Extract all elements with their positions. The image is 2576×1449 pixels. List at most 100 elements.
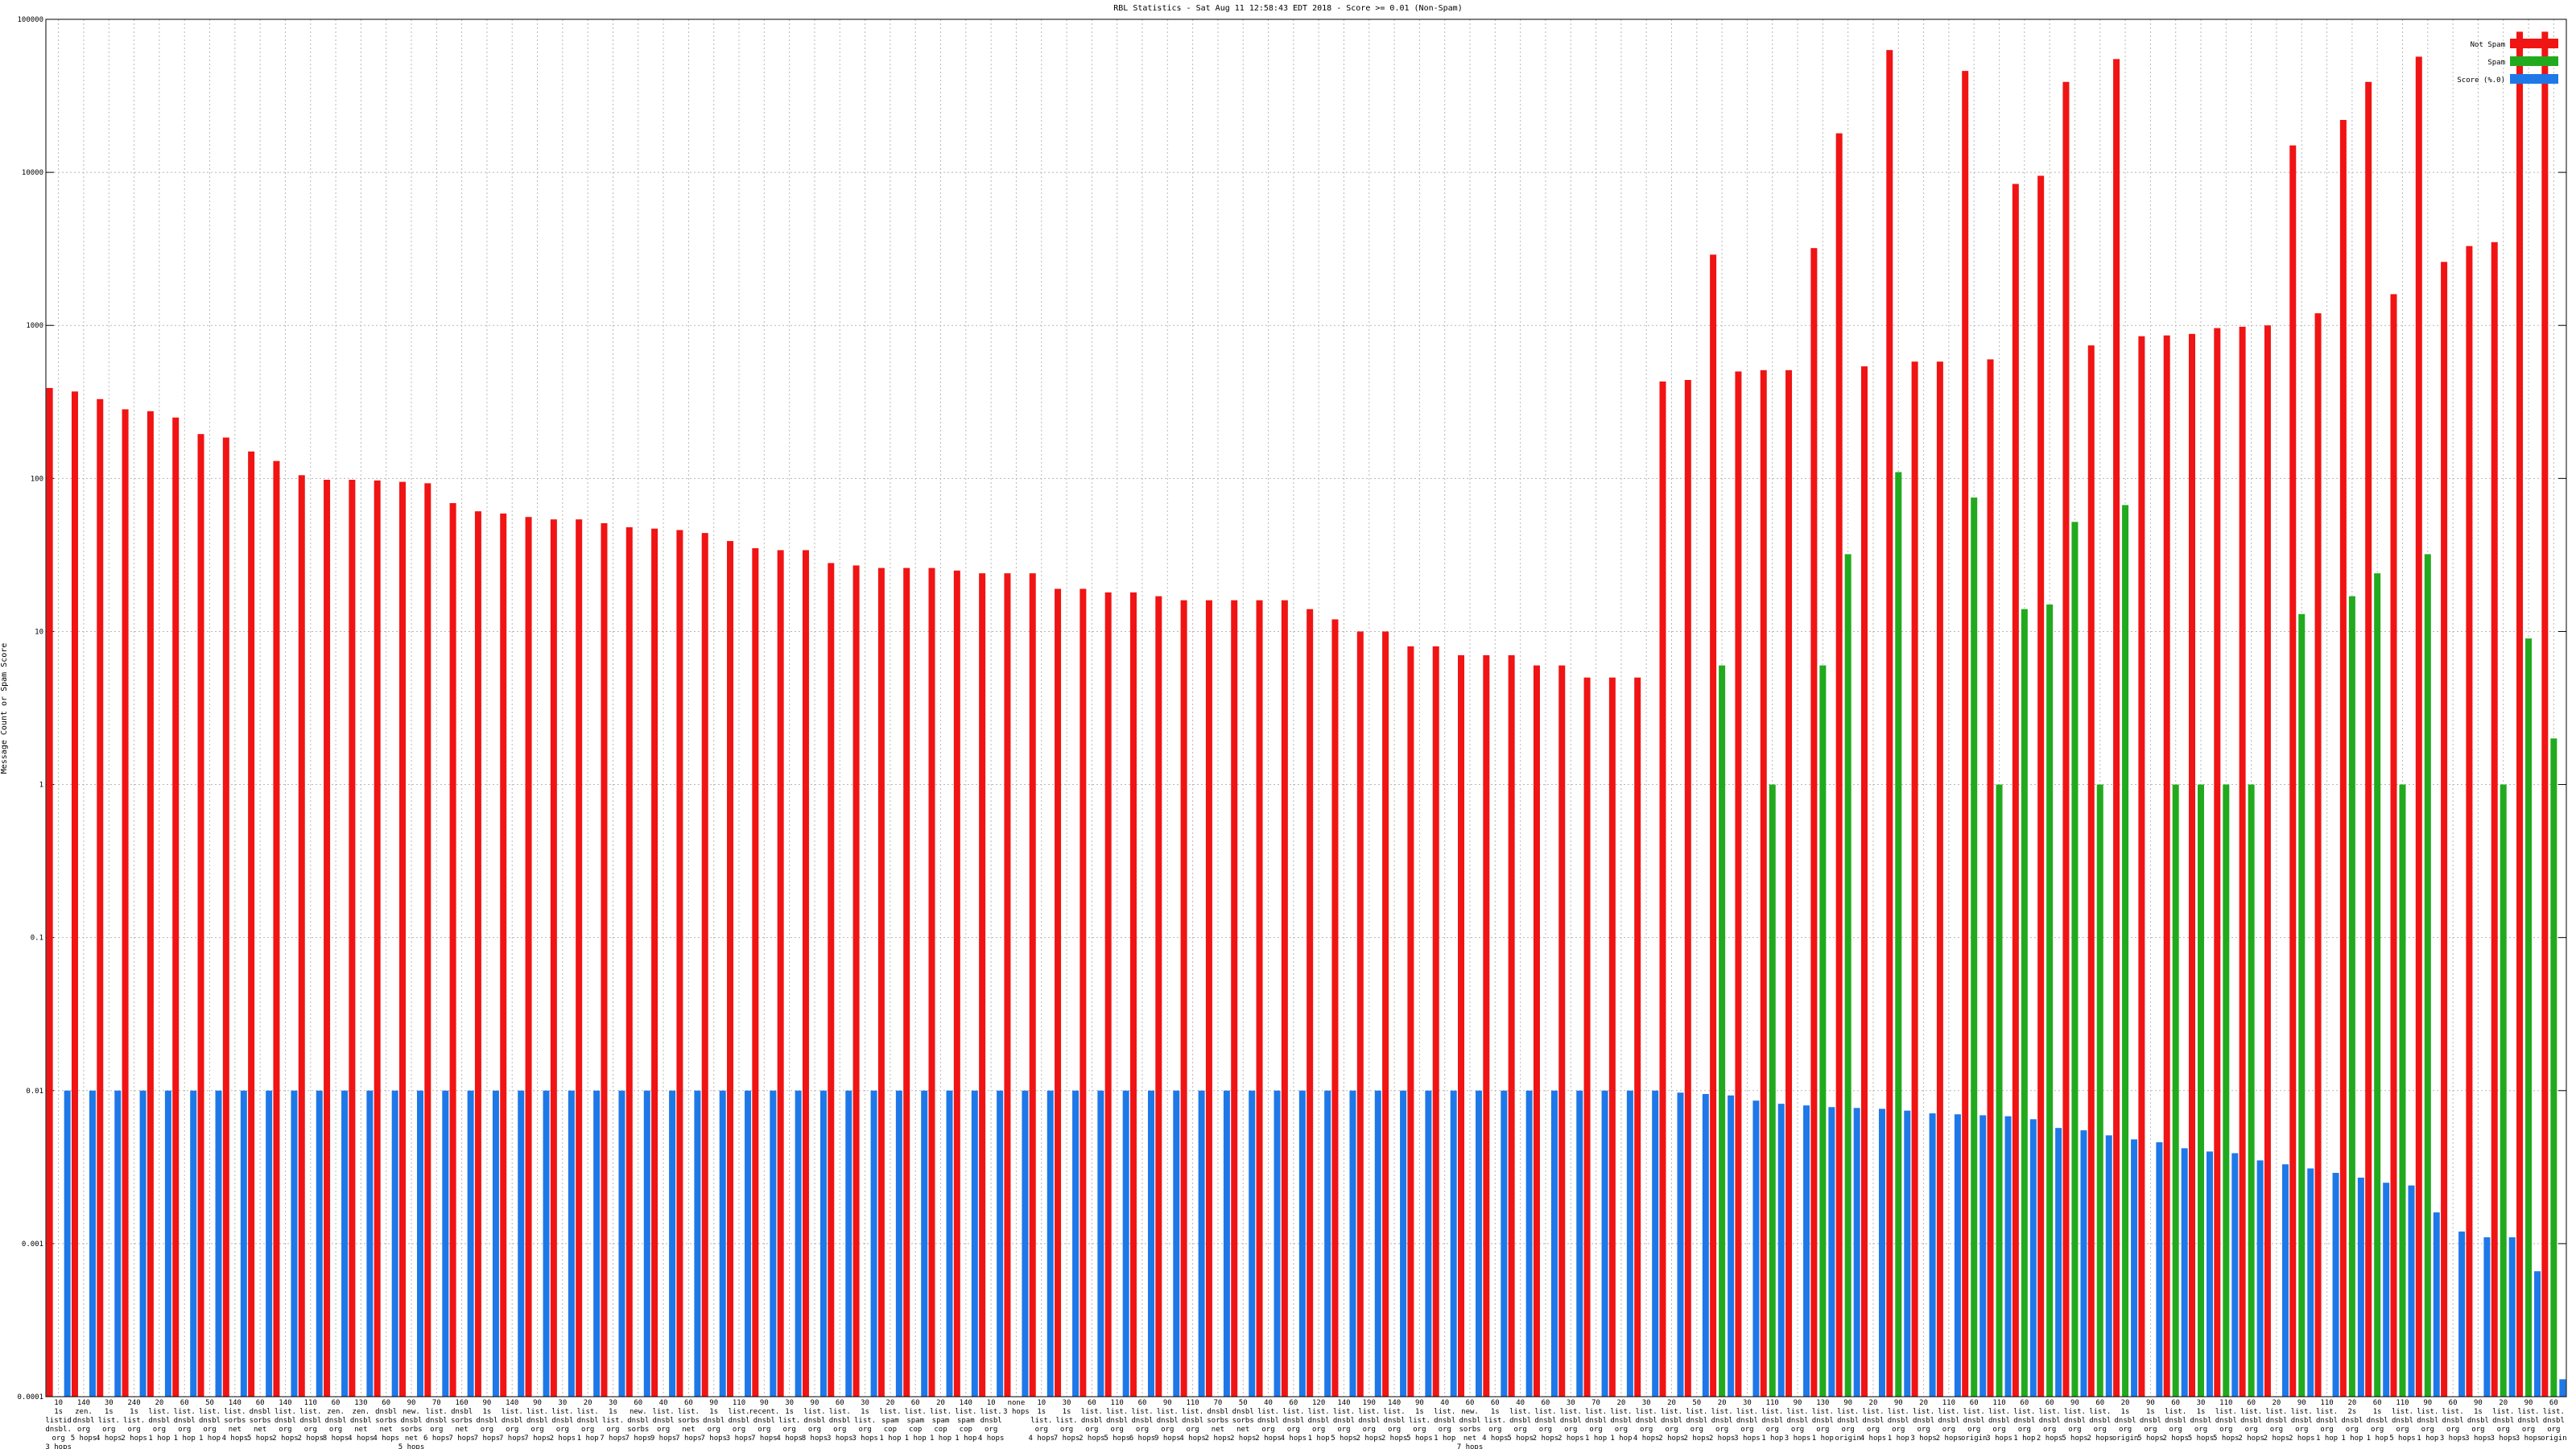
legend-swatch bbox=[2510, 56, 2558, 66]
x-tick-label-line: org bbox=[1942, 1426, 1955, 1434]
bar bbox=[1104, 592, 1112, 1397]
x-tick-label-line: 2 hops bbox=[1709, 1435, 1736, 1443]
x-tick-label-line: list. bbox=[299, 1408, 321, 1416]
x-tick-label-line: list. bbox=[1056, 1417, 1078, 1425]
bar bbox=[1710, 254, 1717, 1397]
x-tick-label-line: 3 hops bbox=[726, 1435, 753, 1443]
x-tick-label: 20 list. dnsbl org 4 hops bbox=[1860, 1399, 1887, 1443]
x-tick-label: 60 list. dnsbl org 2 hops bbox=[2037, 1399, 2063, 1443]
bar bbox=[2231, 1153, 2239, 1397]
x-tick-label-line: org bbox=[2068, 1426, 2081, 1434]
x-tick-label-line: list. bbox=[2543, 1408, 2565, 1416]
bar bbox=[1853, 1108, 1860, 1397]
x-tick-label-line: 20 bbox=[886, 1399, 894, 1407]
x-tick-label-line: dnsbl bbox=[1812, 1417, 1834, 1425]
x-tick-label-line: dnsbl bbox=[148, 1417, 170, 1425]
bar bbox=[719, 1090, 726, 1397]
bar bbox=[643, 1090, 650, 1397]
x-tick-label-line: dnsbl bbox=[2442, 1417, 2464, 1425]
x-tick-label-line: list. bbox=[1888, 1408, 1909, 1416]
bar bbox=[2357, 1177, 2364, 1397]
bar bbox=[1987, 359, 1994, 1397]
x-tick-label-line: org bbox=[2219, 1426, 2232, 1434]
x-tick-label-line: org bbox=[708, 1426, 720, 1434]
bar bbox=[576, 519, 583, 1397]
x-tick-label: 140 list. spam cop 1 hop bbox=[955, 1399, 976, 1443]
x-tick-label-line: 90 bbox=[1843, 1399, 1852, 1407]
x-tick-label: 20 list. dnsbl org 1 hop bbox=[1610, 1399, 1632, 1443]
bar bbox=[852, 565, 860, 1397]
x-tick-label-line: list. bbox=[2442, 1408, 2464, 1416]
x-tick-label-line: dnsbl bbox=[1509, 1417, 1531, 1425]
x-tick-label-line: 70 bbox=[432, 1399, 441, 1407]
x-tick-label-line: dnsbl bbox=[2316, 1417, 2338, 1425]
x-tick-label-line: 2 hops bbox=[1658, 1435, 1685, 1443]
x-tick-label: 40 list. dnsbl org 2 hops bbox=[1255, 1399, 1282, 1443]
x-tick-label: 140 list. dnsbl org 7 hops bbox=[499, 1399, 526, 1443]
x-tick-label-line: recent. bbox=[749, 1408, 779, 1416]
x-tick-label-line: org bbox=[1766, 1426, 1779, 1434]
x-tick-label-line: dnsbl bbox=[72, 1417, 94, 1425]
x-tick-label-line: 1 hop bbox=[1888, 1435, 1909, 1443]
bar bbox=[2248, 784, 2255, 1397]
bar bbox=[366, 1090, 374, 1397]
x-tick-label-line: spam bbox=[881, 1417, 899, 1425]
x-tick-label-line: 5 hops bbox=[2213, 1435, 2240, 1443]
x-tick-label-line: list. bbox=[1282, 1408, 1304, 1416]
bar bbox=[2156, 1141, 2163, 1397]
x-tick-label: 30 1s list. org 3 hops bbox=[852, 1399, 878, 1443]
x-tick-label-line: list. bbox=[728, 1408, 749, 1416]
x-tick-label: none 3 hops bbox=[1003, 1399, 1030, 1416]
x-tick-label: 20 2s dnsbl org 1 hop bbox=[2341, 1399, 2363, 1443]
bar bbox=[2314, 313, 2322, 1397]
x-tick-label-line: list. bbox=[526, 1408, 548, 1416]
bar bbox=[89, 1090, 96, 1397]
x-tick-label-line: 10 bbox=[54, 1399, 63, 1407]
bar bbox=[2298, 613, 2306, 1397]
bar bbox=[2550, 738, 2557, 1397]
bar bbox=[2408, 1185, 2415, 1397]
x-tick-label-line: org bbox=[1186, 1426, 1199, 1434]
x-tick-label-line: 20 bbox=[2347, 1399, 2356, 1407]
bar bbox=[2458, 1231, 2466, 1397]
x-tick-label-line: 90 bbox=[1794, 1399, 1802, 1407]
x-tick-label-line: 2 hops bbox=[2037, 1435, 2063, 1443]
x-tick-label-line: net bbox=[405, 1435, 418, 1443]
x-tick-label-line: 140 bbox=[229, 1399, 242, 1407]
x-tick-label-line: 4 hops bbox=[348, 1435, 374, 1443]
x-tick-label-line: dnsbl bbox=[1131, 1417, 1153, 1425]
bar bbox=[2037, 175, 2045, 1397]
x-tick-label-line: 30 bbox=[105, 1399, 114, 1407]
x-tick-label: 90 1s dnsbl org 3 hops bbox=[2465, 1399, 2491, 1443]
bar bbox=[398, 481, 406, 1397]
x-tick-label-line: 1s bbox=[54, 1408, 63, 1416]
bar bbox=[1231, 600, 1238, 1397]
x-tick-label-line: org bbox=[1564, 1426, 1577, 1434]
x-tick-label: 60 dnsbl sorbs net 4 hops bbox=[373, 1399, 399, 1443]
x-tick-label-line: org bbox=[1060, 1426, 1073, 1434]
x-tick-label: 110 list. dnsbl org 5 hops bbox=[2389, 1399, 2416, 1443]
bar bbox=[2559, 1379, 2566, 1397]
bar bbox=[341, 1090, 349, 1397]
x-tick-label: 70 list. dnsbl org 6 hops bbox=[423, 1399, 450, 1443]
x-tick-label-line: org bbox=[153, 1426, 166, 1434]
x-tick-label-line: org bbox=[2295, 1426, 2308, 1434]
x-tick-label-line: list. bbox=[224, 1408, 246, 1416]
x-tick-label-line: 90 bbox=[709, 1399, 718, 1407]
bar bbox=[240, 1090, 247, 1397]
x-tick-label-line: dnsbl bbox=[1888, 1417, 1909, 1425]
x-tick-label-line: dnsbl bbox=[2517, 1417, 2539, 1425]
x-tick-label-line: org bbox=[985, 1426, 997, 1434]
bar bbox=[474, 511, 481, 1397]
x-tick-label-line: 7 hops bbox=[1457, 1443, 1484, 1449]
bar bbox=[2424, 554, 2431, 1397]
bar bbox=[752, 548, 759, 1397]
bar bbox=[2289, 145, 2297, 1397]
x-tick-label-line: 20 bbox=[1919, 1399, 1928, 1407]
x-tick-label-line: org bbox=[858, 1426, 871, 1434]
x-tick-label-line: cop bbox=[934, 1426, 947, 1434]
x-tick-label-line: dnsbl bbox=[2341, 1417, 2363, 1425]
x-tick-label-line: 90 bbox=[2474, 1399, 2483, 1407]
bar bbox=[1803, 1105, 1810, 1397]
x-tick-label-line: dnsbl bbox=[1938, 1417, 1959, 1425]
